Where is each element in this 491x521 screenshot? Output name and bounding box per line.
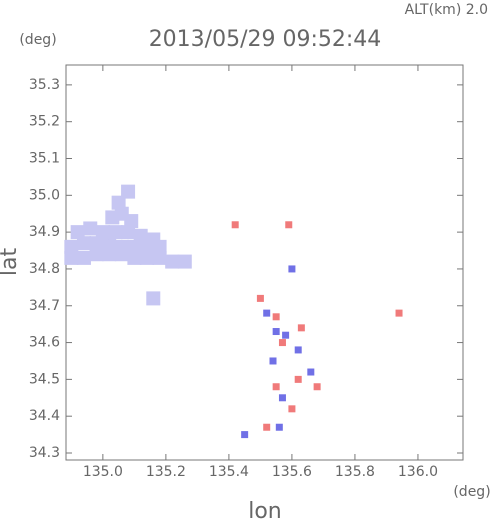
plot-frame bbox=[65, 64, 464, 461]
echo-cell bbox=[263, 423, 271, 431]
echo-cell bbox=[177, 254, 192, 269]
echo-cell bbox=[121, 225, 136, 240]
x-tick-label: 136.0 bbox=[398, 464, 438, 480]
echo-cell bbox=[108, 225, 123, 240]
echo-cell bbox=[297, 324, 305, 332]
echo-cell bbox=[288, 405, 296, 413]
x-tick-label: 135.2 bbox=[146, 464, 186, 480]
echo-cell bbox=[76, 250, 91, 265]
echo-cell bbox=[139, 250, 154, 265]
echo-cell bbox=[89, 247, 104, 262]
echo-cell bbox=[102, 247, 117, 262]
x-tick-label: 135.4 bbox=[209, 464, 249, 480]
y-axis-label: lat bbox=[0, 248, 22, 277]
echo-cell bbox=[294, 375, 302, 383]
y-tick-label: 34.6 bbox=[29, 335, 60, 351]
echo-cell bbox=[102, 236, 117, 251]
echo-cell bbox=[278, 339, 286, 347]
y-tick-label: 34.8 bbox=[29, 261, 60, 277]
y-tick-label: 34.3 bbox=[29, 445, 60, 461]
y-tick-label: 35.3 bbox=[29, 77, 60, 93]
echo-cell bbox=[83, 221, 98, 236]
y-tick-label: 35.1 bbox=[29, 151, 60, 167]
x-axis-label: lon bbox=[248, 499, 282, 521]
echo-cell bbox=[231, 221, 239, 229]
echo-cell bbox=[256, 294, 264, 302]
echo-cell bbox=[146, 232, 161, 247]
echo-cell bbox=[114, 239, 129, 254]
echo-cell bbox=[64, 239, 79, 254]
x-tick-label: 135.0 bbox=[83, 464, 123, 480]
echo-cell bbox=[146, 291, 161, 306]
echo-cell bbox=[241, 431, 249, 439]
echo-cell bbox=[307, 368, 315, 376]
echo-cell bbox=[121, 184, 136, 199]
echo-cell bbox=[313, 383, 321, 391]
altitude: ALT(km) 2.0 bbox=[405, 2, 488, 18]
echo-cell bbox=[272, 328, 280, 336]
echo-cell bbox=[269, 357, 277, 365]
echo-cell bbox=[124, 214, 139, 229]
echo-cell bbox=[278, 394, 286, 402]
y-tick-label: 34.4 bbox=[29, 408, 60, 424]
echo-cell bbox=[95, 225, 110, 240]
echo-cell bbox=[275, 423, 283, 431]
y-tick-label: 34.9 bbox=[29, 224, 60, 240]
echo-cell bbox=[263, 309, 271, 317]
x-tick-label: 135.6 bbox=[272, 464, 312, 480]
echo-cell bbox=[89, 236, 104, 251]
y-tick-label: 35.0 bbox=[29, 187, 60, 203]
echo-cell bbox=[285, 221, 293, 229]
echo-cell bbox=[294, 346, 302, 354]
echo-cell bbox=[272, 383, 280, 391]
echo-cell bbox=[272, 313, 280, 321]
echo-cell bbox=[70, 225, 85, 240]
y-tick-label: 34.7 bbox=[29, 298, 60, 314]
x-tick-label: 135.8 bbox=[335, 464, 375, 480]
echo-cell bbox=[152, 250, 167, 265]
echo-cell bbox=[127, 239, 142, 254]
y-tick-label: 35.2 bbox=[29, 114, 60, 130]
echo-cell bbox=[127, 250, 142, 265]
echo-cell bbox=[64, 250, 79, 265]
x-unit: (deg) bbox=[453, 484, 490, 500]
echo-cell bbox=[288, 265, 296, 273]
echo-cell bbox=[111, 195, 126, 210]
chart-title: 2013/05/29 09:52:44 bbox=[149, 27, 382, 52]
echo-cell bbox=[282, 331, 290, 339]
echo-cell bbox=[76, 236, 91, 251]
y-unit: (deg) bbox=[19, 32, 56, 48]
echo-cell bbox=[395, 309, 403, 317]
echo-cell bbox=[165, 254, 180, 269]
y-tick-label: 34.5 bbox=[29, 371, 60, 387]
echo-cell bbox=[133, 228, 148, 243]
